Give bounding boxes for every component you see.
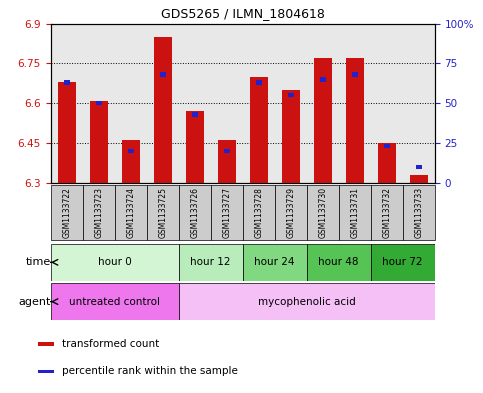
Bar	[339, 24, 371, 183]
Text: GSM1133726: GSM1133726	[190, 187, 199, 238]
Bar	[179, 185, 211, 240]
Bar	[38, 370, 54, 373]
Bar	[288, 93, 294, 97]
Bar	[51, 24, 83, 183]
Bar	[250, 77, 268, 183]
Text: hour 24: hour 24	[255, 257, 295, 267]
Bar	[192, 112, 198, 117]
Bar	[314, 58, 331, 183]
Bar	[243, 24, 275, 183]
Text: hour 12: hour 12	[190, 257, 231, 267]
Text: mycophenolic acid: mycophenolic acid	[258, 297, 355, 307]
Bar	[51, 244, 179, 281]
Bar	[403, 24, 435, 183]
Bar	[384, 144, 389, 149]
Bar	[307, 244, 371, 281]
Bar	[64, 80, 70, 85]
Bar	[154, 37, 171, 183]
Bar	[243, 244, 307, 281]
Bar	[122, 140, 140, 183]
Bar	[307, 24, 339, 183]
Text: hour 0: hour 0	[98, 257, 131, 267]
Bar	[371, 24, 403, 183]
Bar	[38, 342, 54, 345]
Text: GSM1133722: GSM1133722	[62, 187, 71, 238]
Bar	[147, 24, 179, 183]
Bar	[211, 24, 242, 183]
Text: GSM1133733: GSM1133733	[414, 187, 423, 238]
Bar	[179, 24, 211, 183]
Text: hour 72: hour 72	[383, 257, 423, 267]
Bar	[346, 58, 364, 183]
Text: percentile rank within the sample: percentile rank within the sample	[62, 366, 238, 376]
Bar	[282, 90, 299, 183]
Text: GSM1133730: GSM1133730	[318, 187, 327, 238]
Bar	[371, 244, 435, 281]
Bar	[51, 283, 179, 320]
Bar	[339, 185, 371, 240]
Bar	[275, 185, 307, 240]
Bar	[275, 24, 307, 183]
Bar	[147, 185, 179, 240]
Bar	[128, 149, 133, 153]
Text: transformed count: transformed count	[62, 339, 159, 349]
Bar	[218, 140, 236, 183]
Bar	[256, 80, 261, 85]
Text: GSM1133731: GSM1133731	[350, 187, 359, 238]
Bar	[58, 82, 75, 183]
Text: GSM1133725: GSM1133725	[158, 187, 167, 238]
Bar	[96, 101, 101, 105]
Bar	[90, 101, 108, 183]
Text: hour 48: hour 48	[318, 257, 359, 267]
Text: GSM1133727: GSM1133727	[222, 187, 231, 238]
Bar	[160, 72, 166, 77]
Title: GDS5265 / ILMN_1804618: GDS5265 / ILMN_1804618	[161, 7, 325, 20]
Bar	[416, 165, 422, 169]
Text: GSM1133723: GSM1133723	[94, 187, 103, 238]
Text: GSM1133729: GSM1133729	[286, 187, 295, 238]
Bar	[179, 244, 242, 281]
Bar	[371, 185, 403, 240]
Bar	[83, 24, 115, 183]
Bar	[211, 185, 242, 240]
Bar	[410, 175, 427, 183]
Text: GSM1133728: GSM1133728	[254, 187, 263, 238]
Bar	[307, 185, 339, 240]
Bar	[115, 185, 147, 240]
Bar	[51, 185, 83, 240]
Bar	[115, 24, 147, 183]
Text: GSM1133724: GSM1133724	[126, 187, 135, 238]
Bar	[186, 111, 203, 183]
Text: time: time	[26, 257, 51, 267]
Bar	[83, 185, 115, 240]
Bar	[224, 149, 229, 153]
Bar	[320, 77, 326, 81]
Bar	[403, 185, 435, 240]
Bar	[243, 185, 275, 240]
Bar	[179, 283, 435, 320]
Bar	[352, 72, 357, 77]
Text: GSM1133732: GSM1133732	[382, 187, 391, 238]
Bar	[378, 143, 396, 183]
Text: untreated control: untreated control	[69, 297, 160, 307]
Text: agent: agent	[19, 297, 51, 307]
